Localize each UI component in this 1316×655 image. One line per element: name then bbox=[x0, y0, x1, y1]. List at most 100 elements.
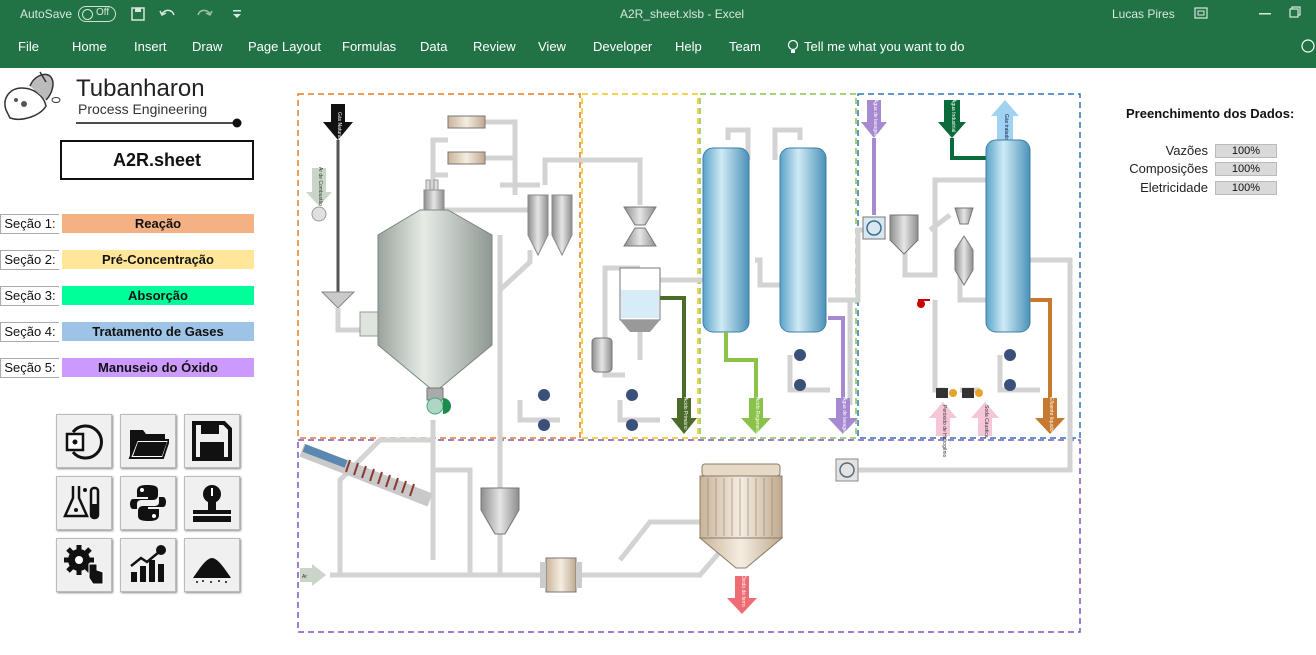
acido-regenerado-label: Ácido Regenerado bbox=[754, 397, 761, 439]
agua-industrial-label: Água Industrial bbox=[950, 99, 957, 132]
tab-home[interactable]: Home bbox=[72, 39, 107, 54]
stream-peroxido: Peróxido de Hidrogênio bbox=[929, 402, 957, 457]
fill-bar-eletricidade: 100% bbox=[1215, 181, 1277, 195]
venturi-4-bottom bbox=[954, 235, 974, 286]
stream-agua-lavagem-1: Água de lavagem bbox=[828, 316, 858, 436]
stream-soda-caustica: Soda Cáustica bbox=[971, 402, 999, 438]
fan-icon-2 bbox=[835, 458, 859, 482]
python-icon bbox=[130, 485, 166, 521]
pumps-section-3 bbox=[794, 349, 806, 391]
product-button[interactable] bbox=[184, 538, 240, 592]
stream-acido-regenerado: Ácido Regenerado bbox=[724, 332, 771, 439]
fill-label-eletricidade: Eletricidade bbox=[1140, 180, 1208, 195]
stream-agua-lavagem-2: Água de lavagem bbox=[861, 99, 887, 215]
tab-insert[interactable]: Insert bbox=[134, 39, 167, 54]
stream-oxido-ferro: Óxido de ferro bbox=[727, 575, 757, 614]
bag-filter bbox=[698, 463, 784, 569]
efluente-label: Efluente líquido bbox=[1048, 397, 1054, 432]
tab-developer[interactable]: Developer bbox=[593, 39, 653, 54]
section-2-button[interactable]: Pré-Concentração bbox=[62, 250, 254, 269]
soda-caustica-label: Soda Cáustica bbox=[983, 405, 989, 438]
agua-lavagem-2-label: Água de lavagem bbox=[872, 99, 879, 138]
powder-pile-icon bbox=[193, 558, 231, 583]
section-3-button[interactable]: Absorção bbox=[62, 286, 254, 305]
tab-page-layout[interactable]: Page Layout bbox=[248, 39, 322, 54]
share-icon[interactable] bbox=[1300, 38, 1316, 54]
tab-data[interactable]: Data bbox=[420, 39, 448, 54]
pumps-section-2 bbox=[626, 389, 638, 431]
redo-icon[interactable] bbox=[194, 6, 216, 22]
section-4-label: Seção 4: bbox=[0, 322, 59, 342]
section-5-button[interactable]: Manuseio do Óxido bbox=[62, 358, 254, 377]
settings-button[interactable] bbox=[56, 538, 112, 592]
heat-exchanger-1 bbox=[447, 115, 486, 129]
financial-chart-icon bbox=[130, 545, 166, 582]
blower-icon bbox=[311, 206, 327, 222]
section-5-box bbox=[297, 439, 1081, 633]
restore-icon[interactable] bbox=[1288, 5, 1302, 19]
section-4-button[interactable]: Tratamento de Gases bbox=[62, 322, 254, 341]
process-flow-diagram: Gás Natural Ar de Combustão Ácido Primá bbox=[297, 93, 1081, 633]
section-5-label: Seção 5: bbox=[0, 358, 59, 378]
scale-icon bbox=[193, 485, 231, 522]
gas-tratado-label: Gás tratado bbox=[1003, 114, 1009, 140]
open-button[interactable] bbox=[120, 414, 176, 468]
section-1-button[interactable]: Reação bbox=[62, 214, 254, 233]
venturi-top bbox=[623, 206, 657, 226]
minimize-icon[interactable] bbox=[1258, 12, 1272, 16]
reset-icon bbox=[65, 424, 103, 460]
screw-conveyor bbox=[299, 443, 433, 507]
autosave-state: Off bbox=[96, 7, 110, 18]
logo-title: Tubanharon bbox=[76, 75, 205, 102]
tab-team[interactable]: Team bbox=[729, 39, 761, 54]
scrubber-vessel bbox=[889, 214, 919, 255]
oxido-ferro-label: Óxido de ferro bbox=[740, 575, 747, 607]
tell-me-search[interactable]: Tell me what you want to do bbox=[804, 39, 965, 54]
venturi-bottom bbox=[623, 227, 657, 247]
gas-natural-label: Gás Natural bbox=[336, 112, 342, 139]
mass-balance-button[interactable] bbox=[184, 476, 240, 530]
peroxido-label: Peróxido de Hidrogênio bbox=[941, 405, 947, 457]
autosave-toggle[interactable]: Off bbox=[78, 6, 116, 22]
stream-agua-industrial: Água Industrial bbox=[938, 99, 990, 160]
save-button[interactable] bbox=[184, 414, 240, 468]
customize-toolbar-icon[interactable] bbox=[232, 8, 242, 20]
python-button[interactable] bbox=[120, 476, 176, 530]
agua-lavagem-1-label: Água de lavagem bbox=[841, 397, 848, 436]
fill-bar-composicoes: 100% bbox=[1215, 162, 1277, 176]
tab-file[interactable]: File bbox=[18, 39, 39, 54]
open-folder-icon bbox=[128, 430, 169, 459]
lightbulb-icon bbox=[787, 39, 799, 53]
tab-review[interactable]: Review bbox=[473, 39, 516, 54]
tab-help[interactable]: Help bbox=[675, 39, 702, 54]
pumps-section-4 bbox=[936, 349, 1016, 398]
logo-underline bbox=[76, 118, 242, 128]
tab-draw[interactable]: Draw bbox=[192, 39, 223, 54]
burner-funnel bbox=[320, 291, 356, 309]
tab-view[interactable]: View bbox=[538, 39, 566, 54]
ribbon-display-icon[interactable] bbox=[1193, 6, 1209, 20]
stream-ar-combustao: Ar de Combustão bbox=[306, 167, 332, 206]
autosave-label: AutoSave bbox=[20, 7, 73, 21]
section-3-label: Seção 3: bbox=[0, 286, 59, 306]
reset-button[interactable] bbox=[56, 414, 112, 468]
ar-label: Ar bbox=[302, 574, 307, 580]
stream-acido-primario: Ácido Primário bbox=[660, 296, 697, 434]
economics-button[interactable] bbox=[120, 538, 176, 592]
tab-formulas[interactable]: Formulas bbox=[342, 39, 397, 54]
separator-drum bbox=[591, 337, 613, 373]
fan-icon bbox=[862, 216, 886, 240]
section-1-label: Seção 1: bbox=[0, 214, 59, 234]
ribbon-tabs: File Home Insert Draw Page Layout Formul… bbox=[0, 28, 1316, 68]
composition-button[interactable] bbox=[56, 476, 112, 530]
pre-concentrator-tank bbox=[619, 267, 661, 332]
user-name[interactable]: Lucas Pires bbox=[1112, 7, 1175, 21]
cyclones bbox=[527, 194, 573, 257]
tubanharon-logo-icon bbox=[4, 71, 61, 120]
toggle-knob-icon bbox=[82, 9, 93, 20]
cyclone-filter bbox=[545, 557, 577, 593]
undo-icon[interactable] bbox=[158, 6, 180, 22]
save-icon[interactable] bbox=[130, 6, 146, 22]
fill-bar-vazoes: 100% bbox=[1215, 144, 1277, 158]
gas-treatment-column bbox=[985, 139, 1031, 333]
